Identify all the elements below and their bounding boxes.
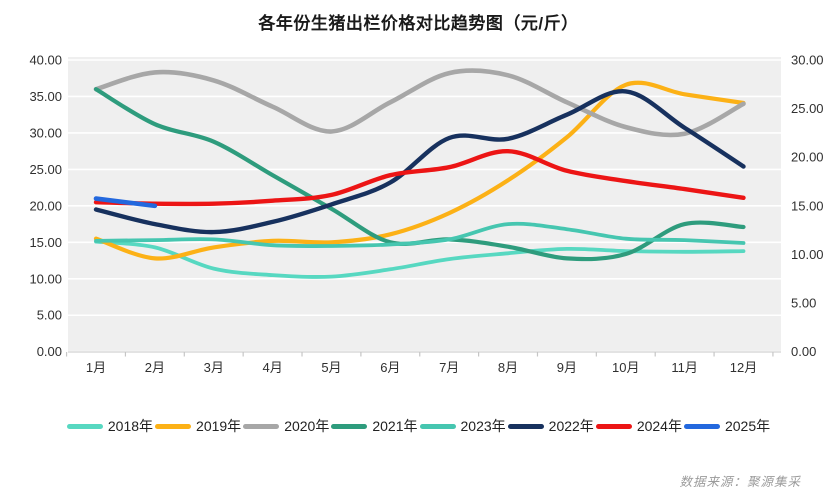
legend-swatch [507, 423, 544, 429]
y-axis-left-label: 35.00 [29, 89, 62, 104]
series-line [93, 68, 746, 138]
x-axis-label: 10月 [612, 360, 639, 375]
legend-swatch [155, 423, 192, 429]
y-axis-left-label: 0.00 [37, 344, 62, 359]
y-axis-right-label: 20.00 [791, 150, 824, 165]
y-axis-left-label: 25.00 [29, 162, 62, 177]
legend-item: 2018年 [66, 416, 154, 436]
legend-label: 2019年 [196, 418, 242, 434]
y-axis-right-label: 25.00 [791, 101, 824, 116]
chart-title: 各年份生猪出栏价格对比趋势图（元/斤） [258, 14, 579, 33]
y-axis-left-label: 30.00 [29, 125, 62, 140]
legend-swatch [419, 423, 456, 429]
y-axis-left-label: 20.00 [29, 198, 62, 213]
legend-label: 2021年 [372, 418, 418, 434]
x-axis-label: 4月 [262, 360, 282, 375]
series-line [93, 148, 746, 207]
legend-item: 2023年 [419, 416, 506, 436]
series-line [93, 89, 746, 235]
series-line [93, 196, 158, 209]
y-axis-right-label: 15.00 [791, 198, 824, 213]
series-line [93, 80, 746, 261]
legend-item: 2019年 [155, 416, 241, 436]
y-axis-right-label: 10.00 [791, 247, 824, 262]
x-axis-label: 7月 [439, 360, 459, 375]
x-axis-label: 9月 [557, 360, 577, 375]
legend-swatch [243, 423, 280, 429]
legend-item: 2021年 [331, 416, 418, 436]
legend-label: 2020年 [284, 418, 330, 434]
legend-label: 2022年 [548, 418, 594, 434]
legend-swatch [683, 423, 720, 429]
legend-item: 2020年 [243, 416, 329, 436]
x-axis-label: 5月 [321, 360, 341, 375]
series-line [94, 221, 746, 248]
y-axis-right-label: 30.00 [791, 53, 824, 68]
chart-legend: 2018年 2019年 2020年 2021年 2023年 2022年 2024年 2025年 [0, 413, 837, 439]
y-axis-right-label: 5.00 [791, 296, 816, 311]
legend-item: 2025年 [683, 416, 771, 436]
legend-label: 2023年 [460, 418, 506, 434]
y-axis-left-label: 5.00 [37, 308, 62, 323]
x-axis-label: 11月 [671, 360, 698, 375]
x-axis-label: 1月 [86, 360, 106, 375]
x-axis-label: 3月 [204, 360, 224, 375]
x-axis-label: 12月 [730, 360, 757, 375]
y-axis-right-label: 0.00 [791, 344, 816, 359]
legend-swatch [331, 423, 368, 429]
y-axis-left-label: 15.00 [29, 235, 62, 250]
legend-swatch [595, 423, 632, 429]
legend-label: 2025年 [724, 418, 771, 434]
data-source-note: 数据来源：聚源集采 [679, 475, 801, 489]
y-axis-left-label: 40.00 [29, 53, 62, 68]
legend-item: 2024年 [595, 416, 682, 436]
y-axis-left-label: 10.00 [29, 271, 62, 286]
x-axis-label: 8月 [498, 360, 518, 375]
legend-swatch [66, 423, 103, 429]
legend-label: 2024年 [636, 418, 682, 434]
legend-label: 2018年 [107, 418, 154, 434]
x-axis-label: 6月 [380, 360, 400, 375]
line-chart-plot: 40.00 35.00 30.00 25.00 20.00 15.00 10.00 5.00 0… [29, 53, 824, 376]
x-axis-label: 2月 [145, 360, 165, 375]
legend-item: 2022年 [507, 416, 594, 436]
